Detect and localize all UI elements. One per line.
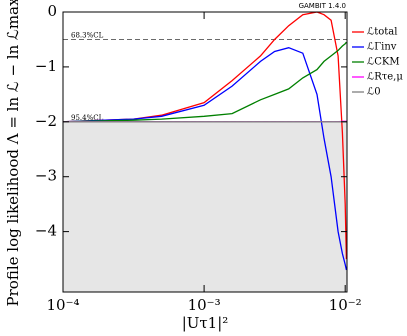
x-tick-label: 10⁻³ bbox=[188, 296, 221, 314]
excluded-region bbox=[63, 121, 347, 292]
x-tick-label: 10⁻² bbox=[329, 296, 362, 314]
series-line bbox=[62, 47, 348, 271]
y-tick-label: −2 bbox=[35, 112, 57, 130]
legend-label: ℒRτe,μ bbox=[367, 72, 403, 83]
y-tick-label: −4 bbox=[35, 222, 57, 240]
cl-label: 95.4%CL bbox=[71, 114, 104, 122]
plot-frame bbox=[62, 11, 348, 293]
y-axis-label: Profile log likelihood Λ = ln ℒ − ln ℒma… bbox=[4, 0, 22, 306]
cl-label: 68.3%CL bbox=[71, 31, 104, 39]
legend-label: ℒtotal bbox=[367, 27, 397, 38]
legend-label: ℒCKM bbox=[367, 57, 400, 68]
x-tick-label: 10⁻⁴ bbox=[46, 296, 79, 314]
series-line bbox=[62, 11, 348, 260]
legend-label: ℒ0 bbox=[367, 87, 381, 98]
legend-label: ℒΓinv bbox=[367, 42, 397, 53]
y-tick-label: 0 bbox=[47, 2, 57, 20]
x-axis-label: |Uτ1|² bbox=[182, 314, 229, 332]
y-tick-label: −1 bbox=[35, 57, 57, 75]
y-tick-label: −3 bbox=[35, 167, 57, 185]
series-line bbox=[62, 41, 347, 123]
watermark: GAMBIT 1.4.0 bbox=[299, 2, 346, 10]
